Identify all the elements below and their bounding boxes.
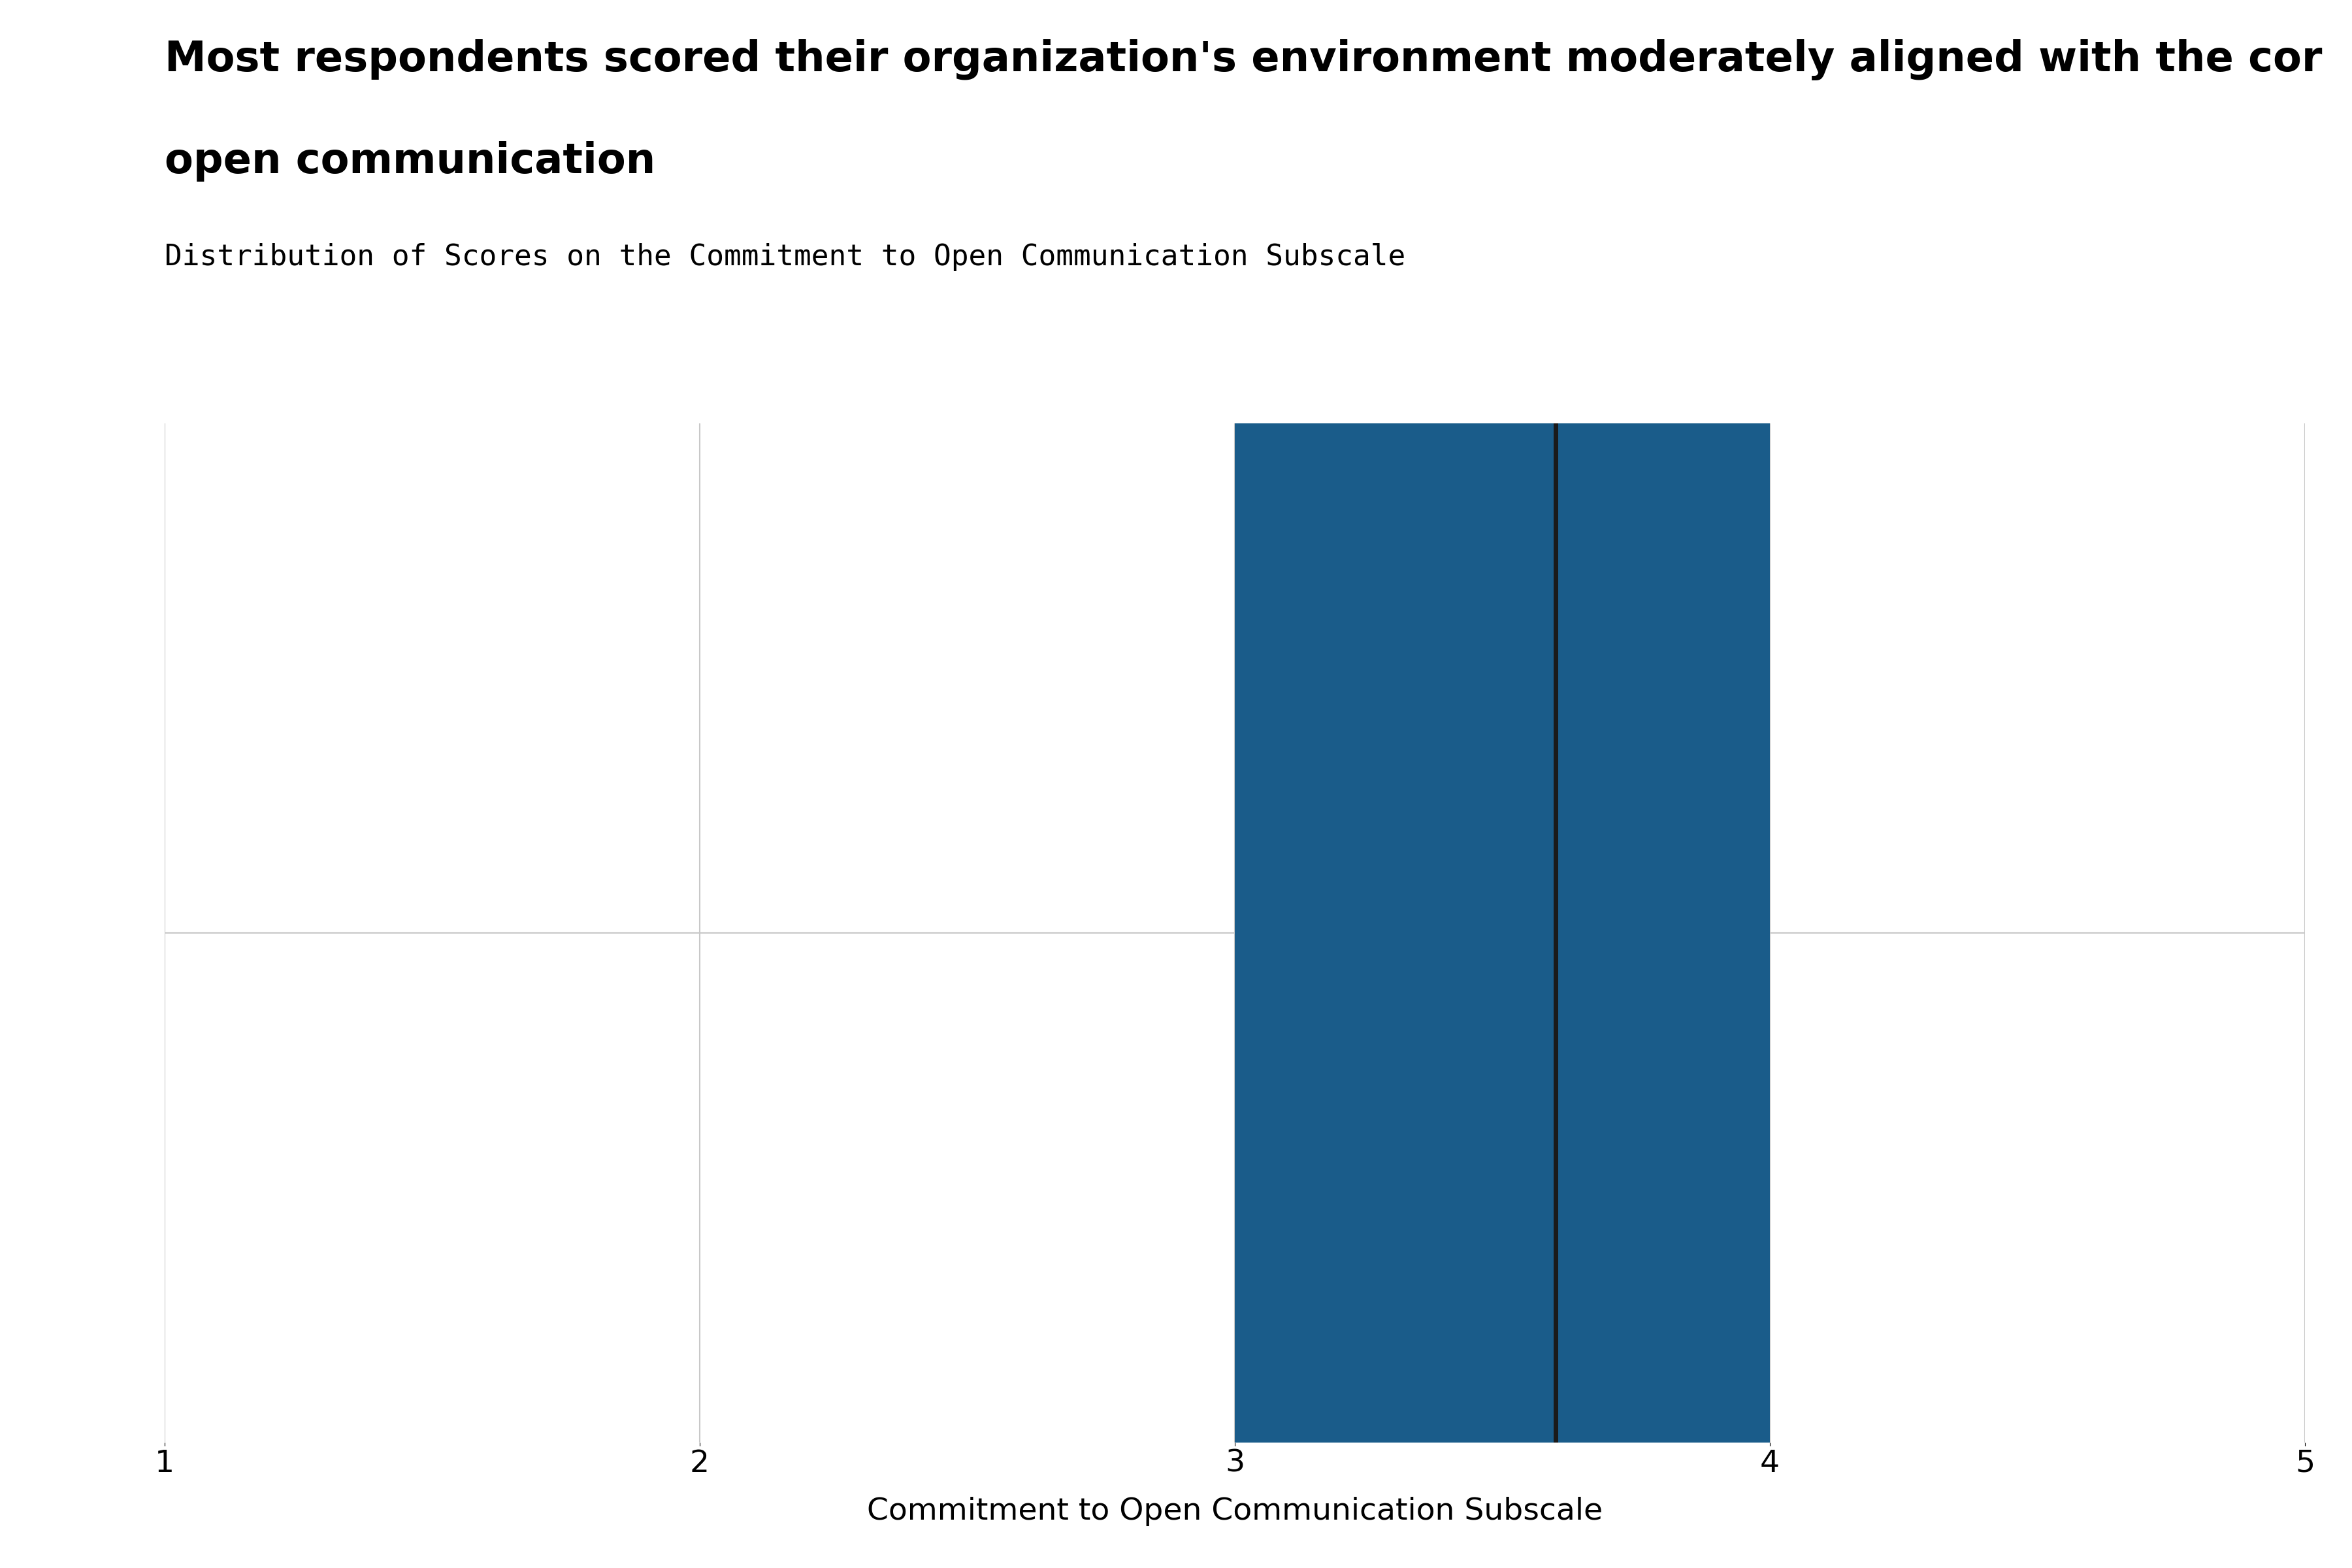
X-axis label: Commitment to Open Communication Subscale: Commitment to Open Communication Subscal… bbox=[868, 1496, 1602, 1526]
FancyBboxPatch shape bbox=[1235, 423, 1769, 1443]
Text: Most respondents scored their organization's environment moderately aligned with: Most respondents scored their organizati… bbox=[165, 39, 2321, 80]
Text: Distribution of Scores on the Commitment to Open Communication Subscale: Distribution of Scores on the Commitment… bbox=[165, 243, 1406, 271]
Text: open communication: open communication bbox=[165, 141, 656, 182]
